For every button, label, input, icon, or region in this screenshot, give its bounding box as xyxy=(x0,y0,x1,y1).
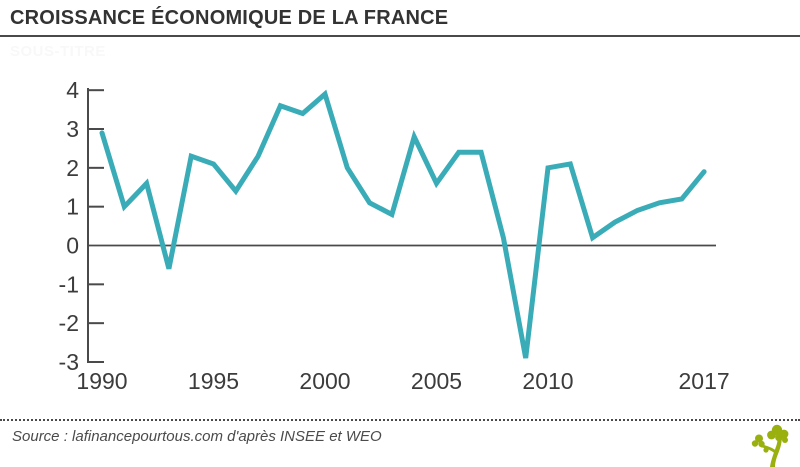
x-tick-label: 2010 xyxy=(522,368,573,394)
x-tick-label: 1995 xyxy=(188,368,239,394)
y-tick-label: 2 xyxy=(66,155,79,181)
source-credit: Source : lafinancepourtous.com d'après I… xyxy=(12,428,382,445)
x-tick-label: 2005 xyxy=(411,368,462,394)
gdp-growth-line xyxy=(99,89,707,359)
y-tick-label: -2 xyxy=(59,310,79,336)
y-tick-label: 4 xyxy=(66,77,79,103)
x-tick-label: 2017 xyxy=(679,368,730,394)
y-tick-label: 3 xyxy=(66,116,79,142)
y-tick-label: 0 xyxy=(66,233,79,259)
subtitle-placeholder: SOUS-TITRE xyxy=(10,43,106,60)
y-tick-label: 1 xyxy=(66,194,79,220)
tree-icon xyxy=(751,424,789,467)
x-tick-label: 2000 xyxy=(299,368,350,394)
x-tick-label: 1990 xyxy=(76,368,127,394)
footer: Source : lafinancepourtous.com d'après I… xyxy=(0,419,800,467)
title-underline xyxy=(0,35,800,37)
y-tick-label: -1 xyxy=(59,271,79,297)
tree-icon-shapes xyxy=(751,424,789,467)
y-tick-label: -3 xyxy=(59,349,79,375)
page-title: CROISSANCE ÉCONOMIQUE DE LA FRANCE xyxy=(10,7,449,29)
